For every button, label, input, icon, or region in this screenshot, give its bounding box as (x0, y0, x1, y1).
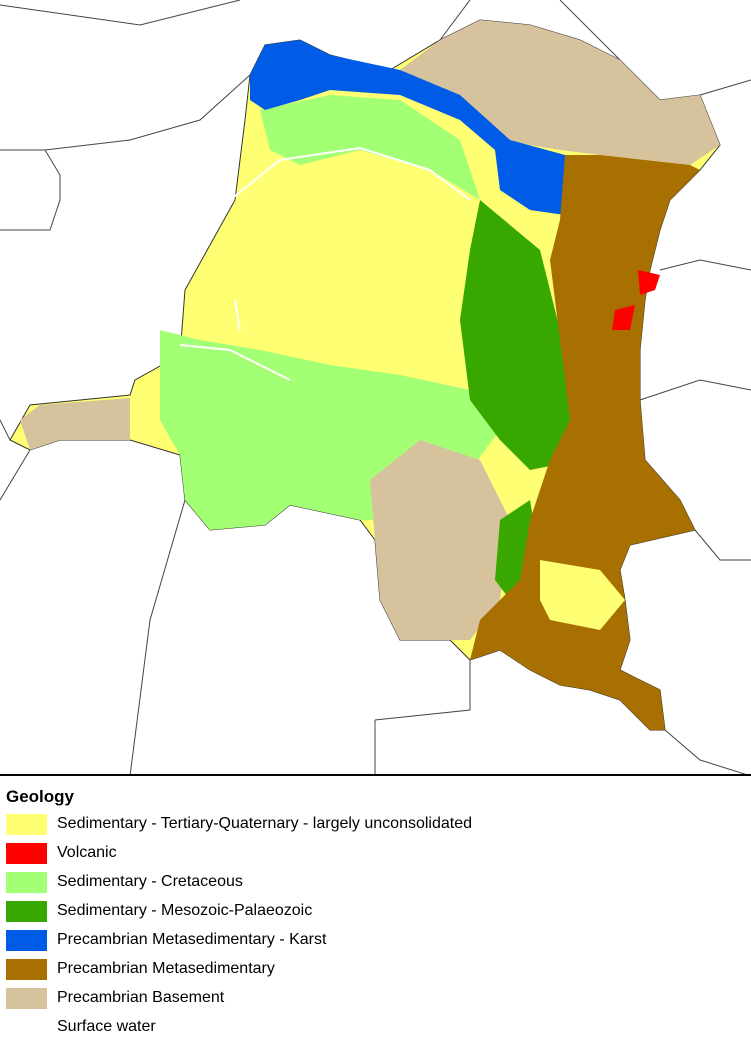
legend-label: Sedimentary - Cretaceous (57, 873, 243, 890)
legend-item-karst: Precambrian Metasedimentary - Karst (6, 930, 746, 952)
legend-item-metasedimentary: Precambrian Metasedimentary (6, 959, 746, 981)
legend-item-cretaceous: Sedimentary - Cretaceous (6, 872, 746, 894)
unit-basement (400, 20, 720, 165)
legend-label: Sedimentary - Tertiary-Quaternary - larg… (57, 815, 473, 832)
legend-item-mesozoic-palaeozoic: Sedimentary - Mesozoic-Palaeozoic (6, 901, 746, 923)
unit-volcanic (612, 270, 660, 330)
legend-item-basement: Precambrian Basement (6, 988, 746, 1010)
legend-swatch (6, 901, 47, 922)
legend-label: Precambrian Basement (57, 989, 225, 1006)
legend-label: Surface water (57, 1018, 156, 1035)
geology-map (0, 0, 751, 776)
unit-metasedimentary (470, 155, 700, 730)
unit-cretaceous-north (260, 95, 480, 200)
unit-basement-west (20, 398, 130, 450)
legend-swatch (6, 930, 47, 951)
legend-title: Geology (6, 787, 75, 806)
legend-item-tertiary-quaternary: Sedimentary - Tertiary-Quaternary - larg… (6, 814, 746, 836)
legend-label: Precambrian Metasedimentary - Karst (57, 931, 327, 948)
unit-basement-south (370, 440, 510, 640)
unit-mesozoic-palaeozoic (460, 200, 600, 470)
legend-label: Sedimentary - Mesozoic-Palaeozoic (57, 902, 313, 919)
legend-item-volcanic: Volcanic (6, 843, 746, 865)
legend-swatch (6, 1017, 47, 1038)
legend-label: Volcanic (57, 844, 117, 861)
geology-units (9, 19, 721, 731)
legend-swatch (6, 843, 47, 864)
unit-tertiary-east (540, 560, 625, 630)
legend-item-surface-water: Surface water (6, 1017, 746, 1039)
legend-swatch (6, 872, 47, 893)
legend-label: Precambrian Metasedimentary (57, 960, 275, 977)
neighbour-borders (0, 0, 751, 776)
unit-karst (250, 40, 565, 215)
legend: Geology Sedimentary - Tertiary-Quaternar… (0, 777, 751, 1039)
legend-swatch (6, 988, 47, 1009)
surface-water (179, 146, 471, 381)
legend-swatch (6, 959, 47, 980)
legend-swatch (6, 814, 47, 835)
